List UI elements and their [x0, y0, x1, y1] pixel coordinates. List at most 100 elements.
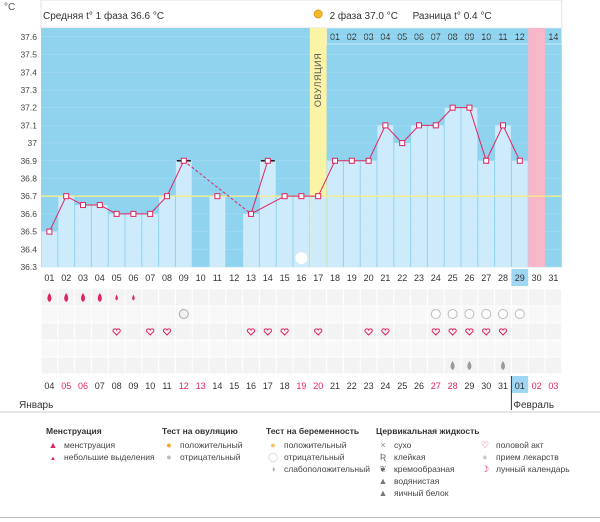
symptom-cell: [511, 357, 528, 374]
symptom-cell: [511, 289, 528, 306]
symptom-cell: [327, 289, 343, 306]
symptom-cell: [394, 289, 411, 306]
symptom-cell: [91, 306, 108, 323]
symptom-cell: [461, 289, 478, 306]
legend-ovulation-positive: положительный: [180, 440, 243, 450]
temperature-point: [248, 210, 254, 217]
symptom-cell: [142, 289, 159, 306]
temperature-point: [365, 157, 372, 164]
temperature-point: [432, 122, 439, 129]
legend-pregnancy-positive: положительный: [284, 440, 347, 450]
symptom-cell: [293, 357, 310, 374]
temperature-point: [516, 157, 523, 164]
symptom-cell: [159, 289, 175, 306]
cycle-day-label: 05: [112, 273, 122, 283]
symptom-cell: [125, 306, 142, 323]
heart-icon: [280, 328, 289, 336]
date-label: 08: [112, 381, 122, 391]
pregnancy-weak-icon: ◑: [270, 464, 276, 474]
date-label: 09: [128, 381, 138, 391]
symptom-cell: [159, 306, 175, 323]
symptom-cell: [276, 323, 293, 340]
bbt-chart: Средняя t° 1 фаза 36.6 °C 2 фаза 37.0 °C Р…: [0, 0, 600, 413]
symptom-cell: [108, 323, 125, 340]
pill-icon: ●: [482, 452, 488, 462]
temperature-point: [80, 202, 86, 209]
date-label: 20: [313, 381, 323, 391]
y-tick-label: 37.6: [20, 32, 37, 42]
temperature-line: [317, 160, 336, 197]
cycle-day-label: 15: [280, 273, 290, 283]
y-tick-label: 36.9: [20, 156, 37, 166]
temperature-bar: [511, 160, 528, 267]
symptom-cell: [243, 289, 259, 306]
watery-mucus-icon: [450, 361, 455, 370]
symptom-cell: [411, 306, 427, 323]
temperature-bar: [209, 196, 226, 267]
temperature-point: [130, 210, 137, 217]
symptom-cell: [478, 289, 495, 306]
symptom-cell: [360, 323, 377, 340]
temperature-point: [449, 104, 456, 111]
cycle-day-label: 07: [145, 273, 155, 283]
legend-pregnancy-negative: отрицательный: [284, 452, 345, 462]
temperature-point: [332, 157, 338, 164]
cycle-day-label: 26: [464, 273, 474, 283]
symptom-cell: [159, 357, 175, 374]
symptom-cell: [75, 357, 91, 374]
month-right-label: Февраль: [513, 400, 554, 411]
cross-icon: ×: [380, 440, 386, 450]
y-tick-label: 36.8: [20, 173, 37, 183]
symptom-cell: [243, 357, 259, 374]
temperature-bar: [327, 160, 343, 267]
symptom-cell: [327, 306, 343, 323]
symptom-cell: [259, 357, 276, 374]
date-label: 04: [44, 381, 54, 391]
symptom-cell: [41, 323, 58, 340]
pregnancy-positive-icon: ●: [270, 440, 276, 450]
temperature-point: [483, 157, 490, 164]
symptom-cell: [343, 306, 360, 323]
symptom-cell: [427, 289, 444, 306]
symptom-cell: [495, 289, 511, 306]
symptom-cell: [310, 306, 327, 323]
date-label: 24: [380, 381, 390, 391]
sun-icon: ●: [166, 440, 172, 450]
symptom-cell: [192, 323, 209, 340]
temperature-bar: [142, 213, 159, 267]
egg-white-icon: ▲: [378, 488, 388, 498]
symptom-cell: [125, 323, 142, 340]
watery-drop-icon: ▲: [378, 476, 388, 486]
temperature-bar: [259, 160, 276, 267]
symptom-cell: [41, 306, 58, 323]
symptom-cell: [259, 323, 276, 340]
symptom-cell: [394, 340, 411, 357]
legend-menstruation-light: небольшие выделения: [64, 452, 155, 462]
symptom-cell: [159, 323, 175, 340]
cycle-day-label: 17: [313, 273, 323, 283]
symptom-cell: [310, 289, 327, 306]
temperature-point: [147, 210, 154, 217]
pregnancy-test-negative-icon: [447, 309, 458, 319]
heart-icon: [498, 328, 508, 336]
y-tick-label: 37.5: [20, 50, 37, 60]
symptom-cell: [142, 340, 159, 357]
y-tick-label: 36.5: [20, 227, 37, 237]
symptom-cell: [511, 323, 528, 340]
temperature-line: [166, 160, 185, 197]
symptom-cell: [343, 289, 360, 306]
symptom-cell: [528, 357, 545, 374]
symptom-cell: [142, 357, 159, 374]
moon-icon: ☽: [480, 464, 490, 474]
symptom-cell: [142, 306, 159, 323]
symptom-cell: [226, 323, 243, 340]
temperature-bar: [360, 160, 377, 267]
symptom-cell: [192, 340, 209, 357]
symptom-cell: [343, 357, 360, 374]
symptom-cell: [444, 340, 461, 357]
symptom-cell: [545, 323, 562, 340]
symptom-cell: [478, 340, 495, 357]
temperature-bar: [159, 196, 175, 267]
legend-mucus-watery: водянистая: [394, 476, 440, 486]
symptom-cell: [360, 357, 377, 374]
